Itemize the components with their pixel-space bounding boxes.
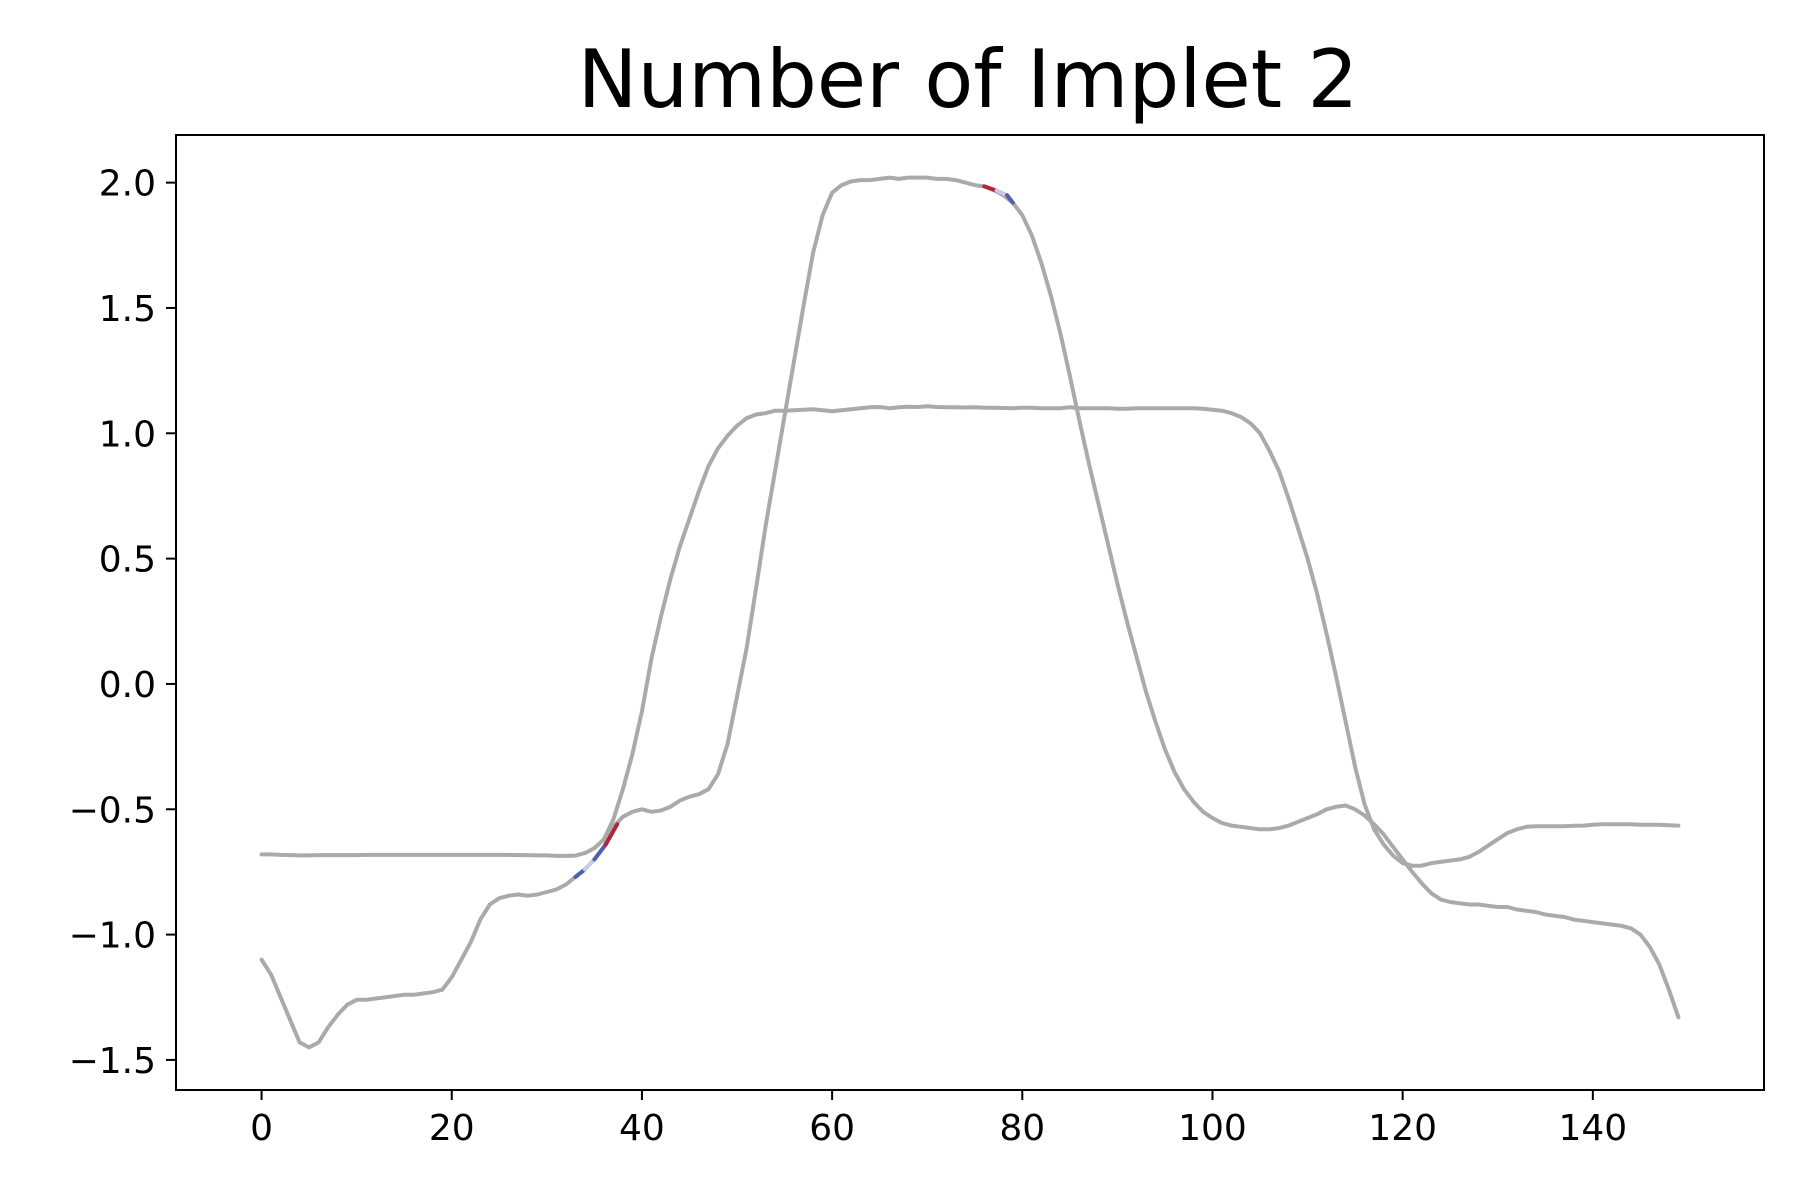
x-tick-label: 20 <box>429 1108 475 1149</box>
y-tick-label: 1.0 <box>99 414 156 455</box>
highlight-segment-3 <box>592 842 608 862</box>
highlight-layer <box>573 184 1015 879</box>
series-line-2 <box>259 404 1681 868</box>
highlight-segment-7 <box>1005 193 1015 205</box>
x-tick-label: 120 <box>1368 1108 1437 1149</box>
series-line-1 <box>259 175 1681 1050</box>
chart-title: Number of Implet 2 <box>578 33 1359 126</box>
x-axis: 0 20 40 60 80 100 120 140 <box>250 1090 1627 1149</box>
plot-area-frame <box>175 134 1765 1091</box>
x-tick-label: 60 <box>809 1108 855 1149</box>
y-tick-label: −1.0 <box>69 916 156 957</box>
y-tick-label: 2.0 <box>99 164 156 205</box>
x-tick-label: 0 <box>250 1108 273 1149</box>
y-tick-label: 1.5 <box>99 289 156 330</box>
y-axis: 2.0 1.5 1.0 0.5 0.0 −0.5 −1.0 −1.5 <box>69 164 176 1082</box>
x-tick-label: 80 <box>999 1108 1045 1149</box>
highlight-segment-5 <box>982 184 999 193</box>
highlight-segment-4 <box>603 822 620 847</box>
series-layer <box>259 175 1681 1050</box>
y-tick-label: 0.5 <box>99 540 156 581</box>
highlight-segment-2 <box>582 857 597 872</box>
y-tick-label: 0.0 <box>99 665 156 706</box>
highlight-segment-1 <box>573 867 587 879</box>
y-tick-label: −1.5 <box>69 1041 156 1082</box>
y-tick-label: −0.5 <box>69 790 156 831</box>
x-tick-label: 140 <box>1558 1108 1627 1149</box>
x-tick-label: 40 <box>619 1108 665 1149</box>
x-tick-label: 100 <box>1178 1108 1247 1149</box>
